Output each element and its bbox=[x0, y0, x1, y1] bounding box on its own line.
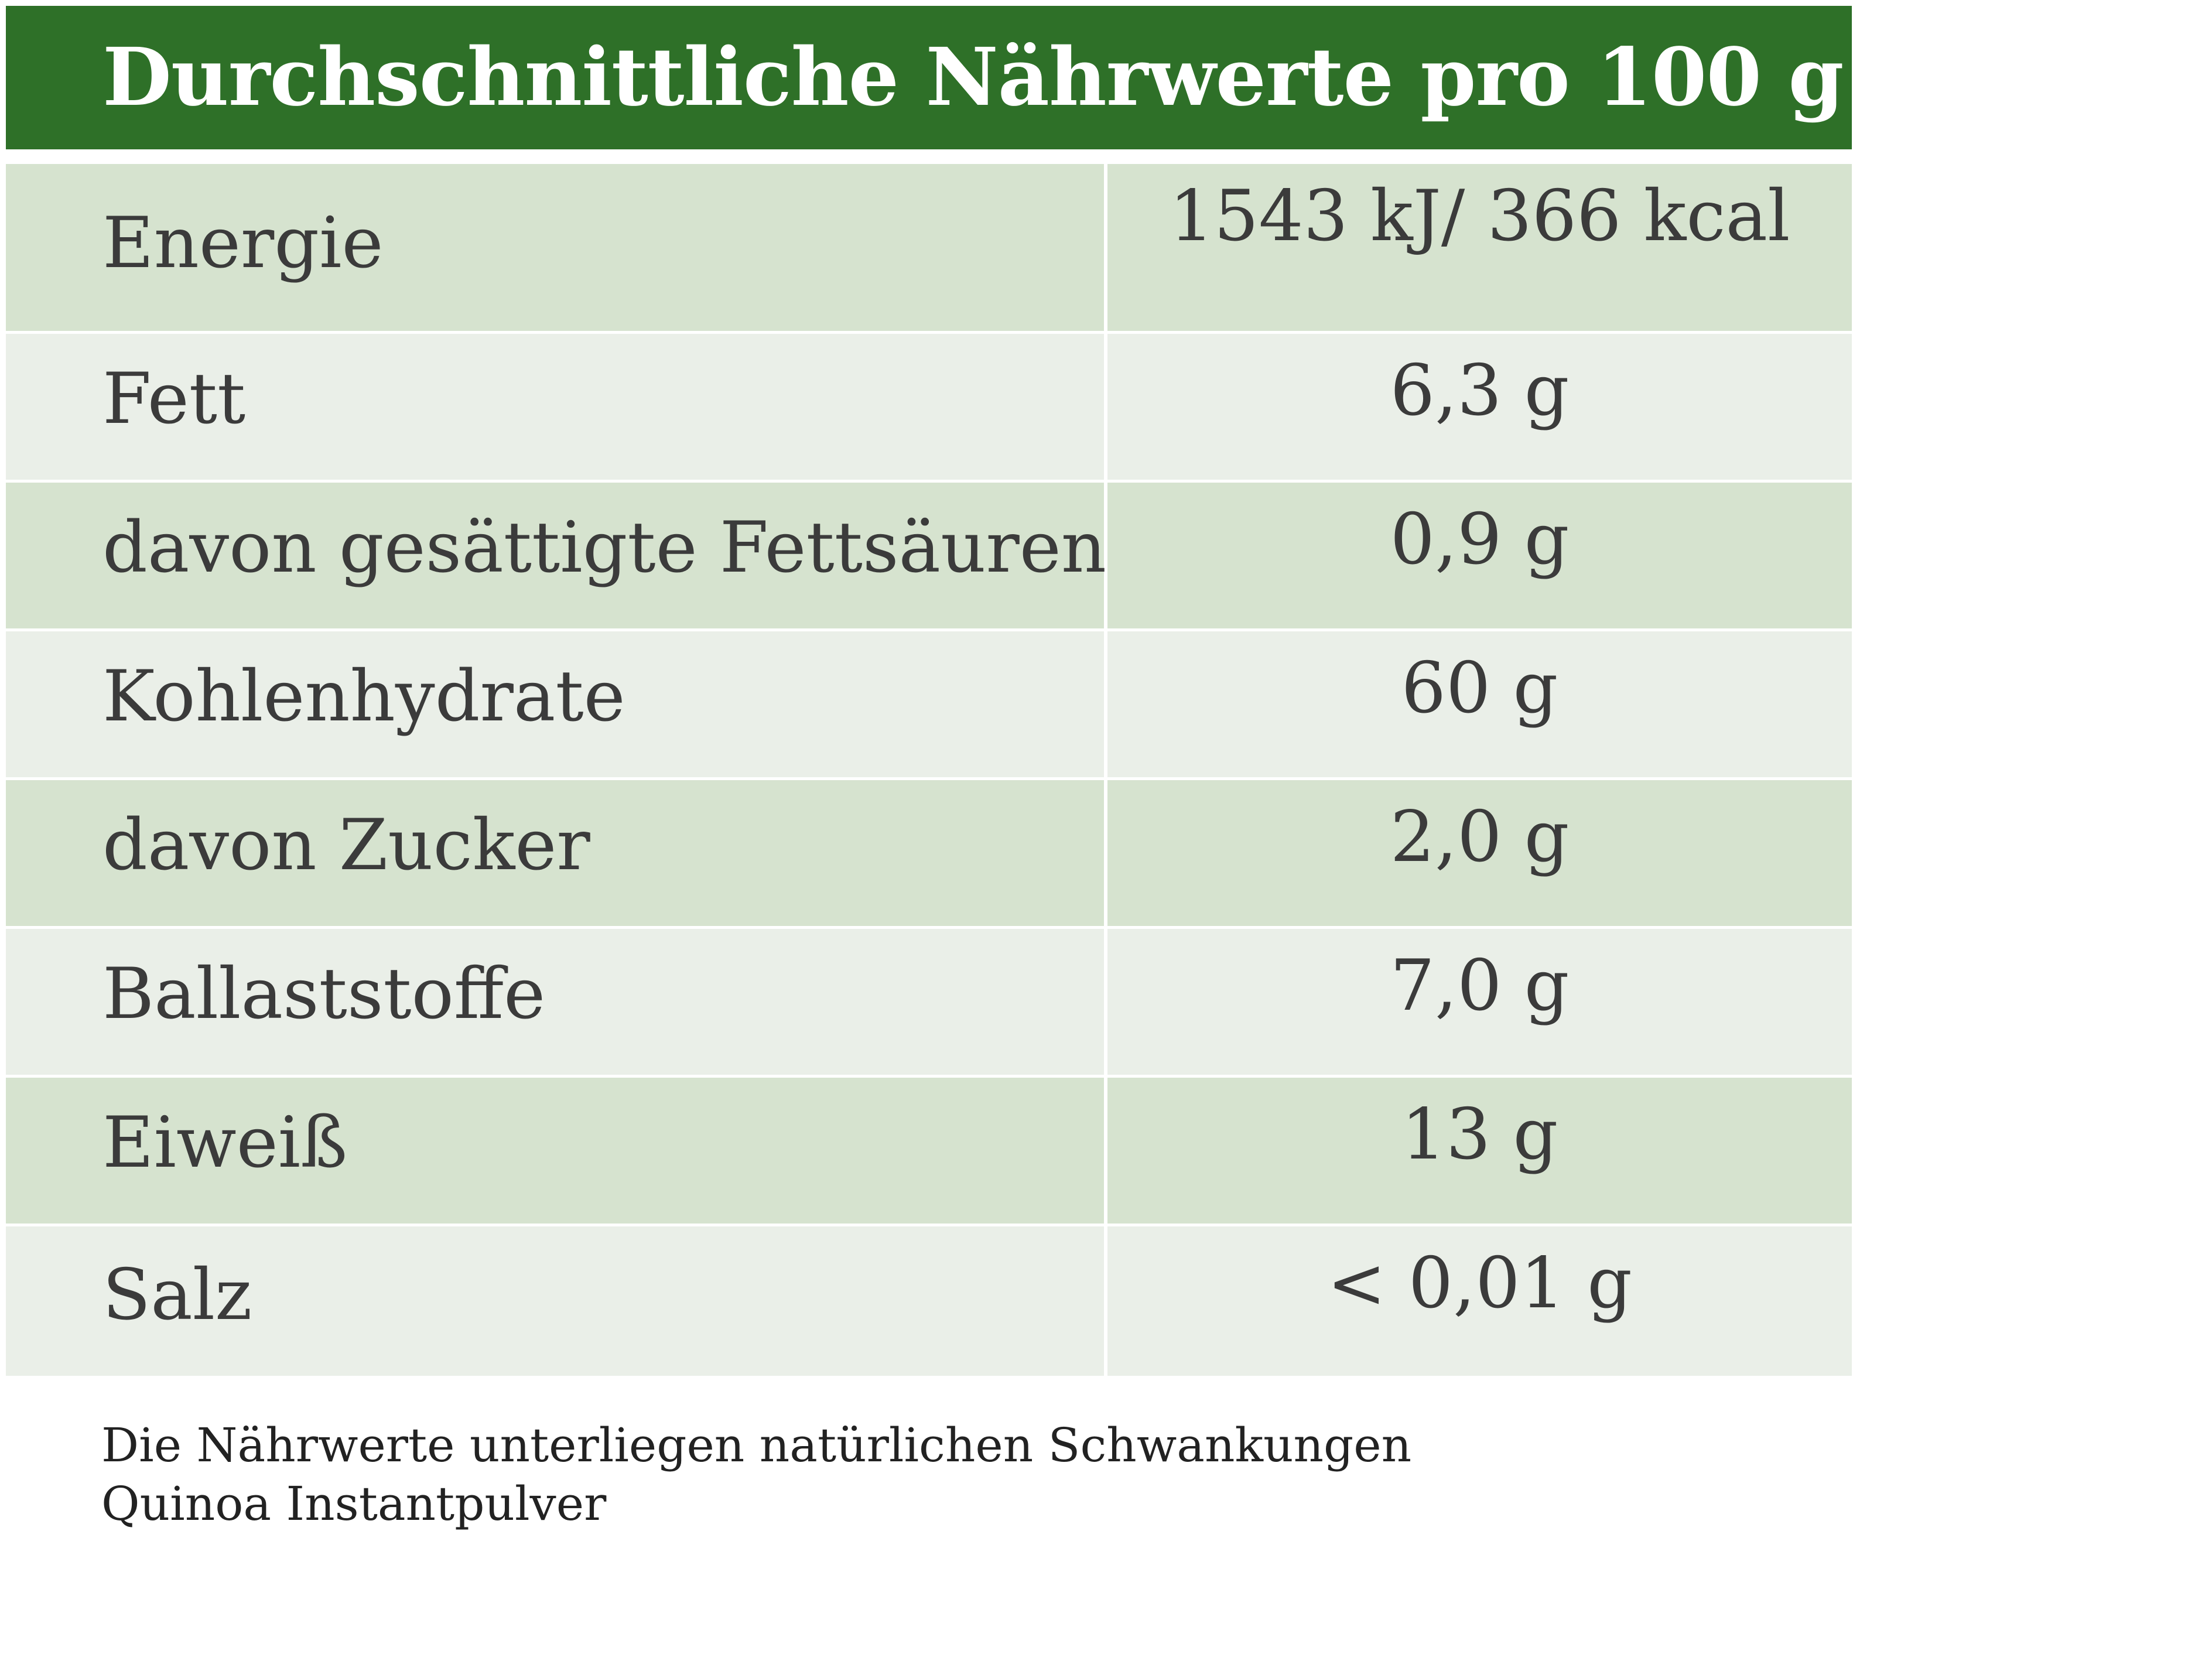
row-label-cell: davon gesättigte Fettsäuren bbox=[6, 483, 1107, 628]
row-value: 60 g bbox=[1401, 648, 1558, 729]
row-label: Ballaststoffe bbox=[102, 954, 546, 1035]
row-value: 7,0 g bbox=[1390, 945, 1570, 1027]
row-value-cell: 2,0 g bbox=[1107, 780, 1852, 926]
row-value-cell: 1543 kJ/ 366 kcal bbox=[1107, 164, 1852, 331]
table-row-fett: Fett 6,3 g bbox=[6, 334, 1852, 483]
table-row-zucker: davon Zucker 2,0 g bbox=[6, 780, 1852, 929]
row-label-cell: Ballaststoffe bbox=[6, 929, 1104, 1075]
row-label-cell: Energie bbox=[6, 164, 1104, 331]
table-row-energie: Energie 1543 kJ/ 366 kcal bbox=[6, 164, 1852, 334]
row-value-cell: 60 g bbox=[1107, 631, 1852, 777]
row-value-cell: 13 g bbox=[1107, 1078, 1852, 1224]
row-label-cell: Kohlenhydrate bbox=[6, 631, 1104, 777]
row-value: < 0,01 g bbox=[1327, 1243, 1632, 1324]
row-value-cell: < 0,01 g bbox=[1107, 1226, 1852, 1376]
row-label: Eiweiß bbox=[102, 1102, 348, 1184]
row-value: 1543 kJ/ 366 kcal bbox=[1169, 176, 1790, 257]
row-label: Energie bbox=[102, 203, 384, 284]
table-row-ballaststoffe: Ballaststoffe 7,0 g bbox=[6, 929, 1852, 1078]
row-label: Kohlenhydrate bbox=[102, 656, 625, 737]
table-row-eiweiss: Eiweiß 13 g bbox=[6, 1078, 1852, 1226]
row-value-cell: 7,0 g bbox=[1107, 929, 1852, 1075]
footer-product-name: Quinoa Instantpulver bbox=[101, 1477, 607, 1531]
row-value: 13 g bbox=[1401, 1094, 1558, 1175]
table-row-gesaettigte-fettsaeuren: davon gesättigte Fettsäuren 0,9 g bbox=[6, 483, 1852, 631]
table-title: Durchschnittliche Nährwerte pro 100 g bbox=[6, 6, 1852, 149]
row-value-cell: 6,3 g bbox=[1107, 334, 1852, 480]
row-label-cell: Salz bbox=[6, 1226, 1104, 1376]
table-row-salz: Salz < 0,01 g bbox=[6, 1226, 1852, 1376]
row-label: Fett bbox=[102, 358, 246, 440]
table-row-kohlenhydrate: Kohlenhydrate 60 g bbox=[6, 631, 1852, 780]
footer-note: Die Nährwerte unterliegen natürlichen Sc… bbox=[101, 1418, 1412, 1472]
row-value: 0,9 g bbox=[1390, 499, 1570, 580]
header-gap bbox=[6, 149, 1852, 164]
row-value: 6,3 g bbox=[1390, 350, 1570, 432]
row-label-cell: Eiweiß bbox=[6, 1078, 1104, 1224]
row-value: 2,0 g bbox=[1390, 797, 1570, 878]
row-label-cell: Fett bbox=[6, 334, 1104, 480]
row-label: davon Zucker bbox=[102, 805, 590, 886]
footer-notes: Die Nährwerte unterliegen natürlichen Sc… bbox=[101, 1416, 1411, 1533]
nutrition-table: Durchschnittliche Nährwerte pro 100 g En… bbox=[6, 6, 1852, 1376]
row-value-cell: 0,9 g bbox=[1107, 483, 1852, 628]
row-label-cell: davon Zucker bbox=[6, 780, 1104, 926]
row-label: Salz bbox=[102, 1255, 252, 1336]
row-label: davon gesättigte Fettsäuren bbox=[102, 507, 1107, 589]
